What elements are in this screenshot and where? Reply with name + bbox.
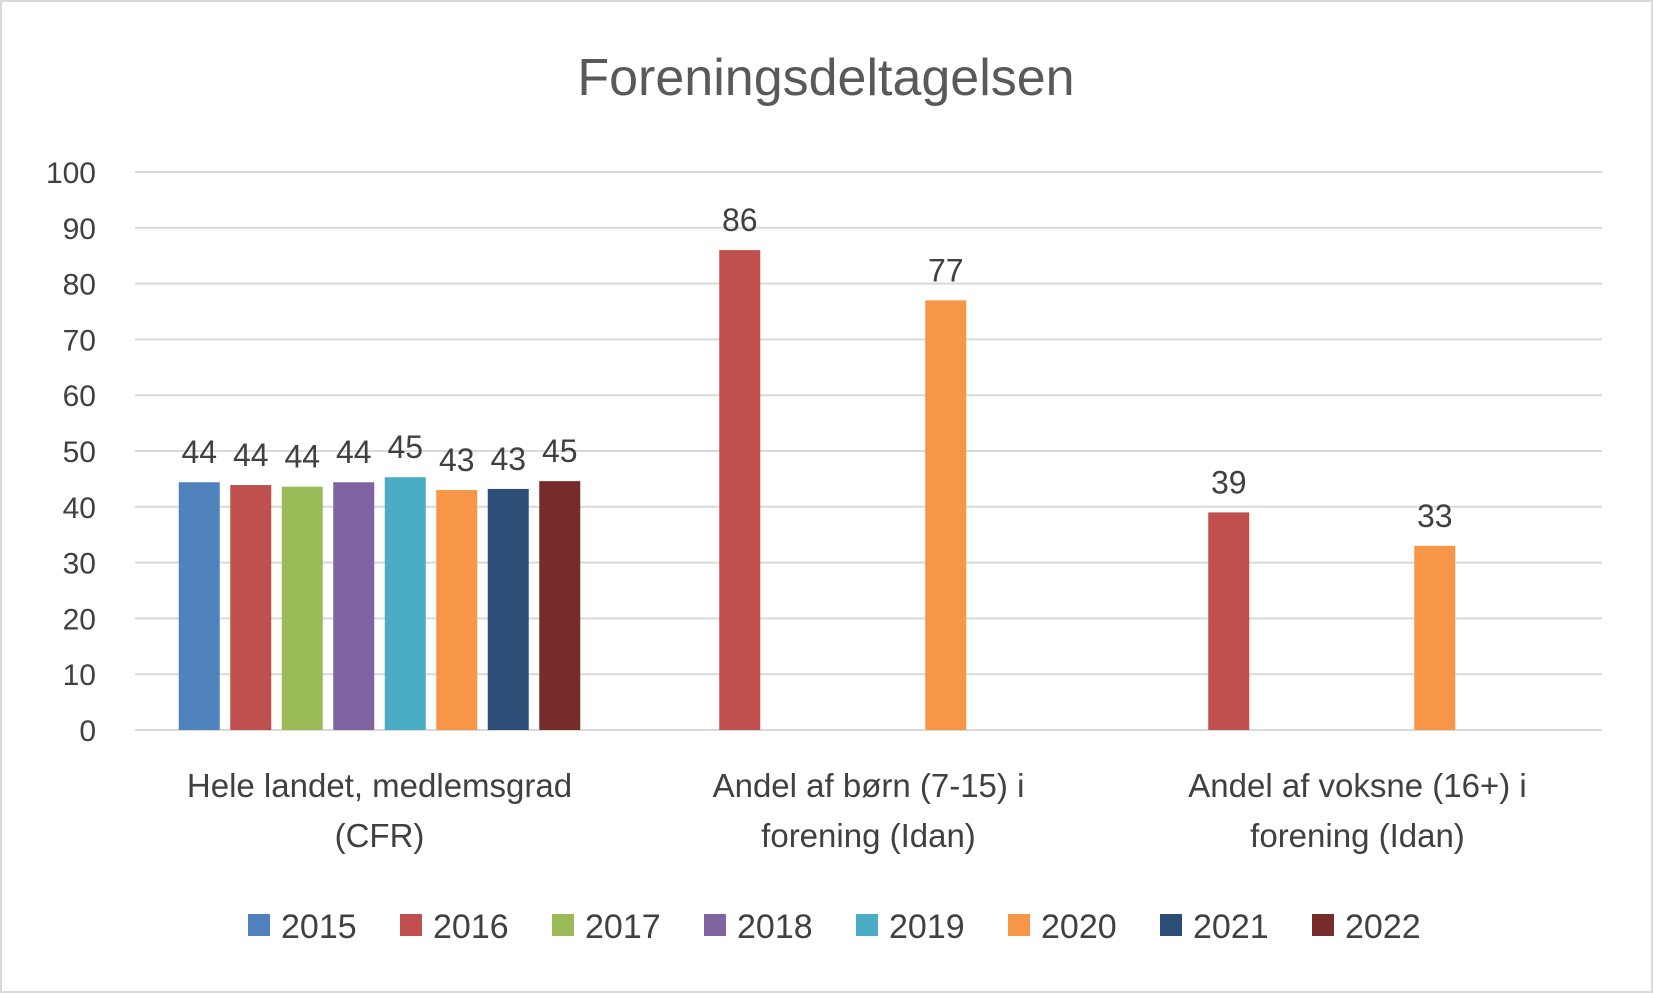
legend-label: 2016 <box>433 908 509 946</box>
category-label: Hele landet, medlemsgrad <box>187 767 572 804</box>
chart-title: Foreningsdeltagelsen <box>577 49 1074 107</box>
data-label: 39 <box>1211 464 1247 500</box>
data-label: 43 <box>439 442 475 478</box>
data-label: 44 <box>284 439 320 475</box>
legend-label: 2015 <box>281 908 357 946</box>
legend-label: 2020 <box>1041 908 1117 946</box>
y-tick-label: 0 <box>79 715 96 748</box>
legend-swatch-2017 <box>552 914 574 936</box>
y-tick-label: 50 <box>63 436 96 469</box>
y-tick-label: 20 <box>63 603 96 636</box>
data-label: 77 <box>928 252 964 288</box>
y-tick-label: 70 <box>63 324 96 357</box>
y-tick-label: 10 <box>63 659 96 692</box>
bar-2018 <box>333 482 375 730</box>
data-label: 33 <box>1417 498 1453 534</box>
y-tick-label: 90 <box>63 213 96 246</box>
data-label: 45 <box>542 433 578 469</box>
legend-label: 2019 <box>889 908 965 946</box>
data-label: 44 <box>336 434 372 470</box>
legend-label: 2021 <box>1193 908 1269 946</box>
legend-swatch-2015 <box>248 914 270 936</box>
category-label: forening (Idan) <box>1250 817 1465 854</box>
y-tick-label: 40 <box>63 492 96 525</box>
y-tick-label: 100 <box>46 157 96 190</box>
category-label: (CFR) <box>335 817 425 854</box>
legend-label: 2018 <box>737 908 813 946</box>
bar-2020 <box>436 490 478 730</box>
bar-2017 <box>281 486 323 730</box>
data-label: 44 <box>233 437 269 473</box>
y-axis-ticks: 0 10 20 30 40 50 60 70 80 90 100 <box>46 157 96 748</box>
bar-2020 <box>1414 545 1456 730</box>
y-tick-label: 60 <box>63 380 96 413</box>
data-labels: 44 44 44 44 45 43 43 45 86 77 39 33 <box>181 202 1452 534</box>
bar-2016 <box>1208 512 1250 730</box>
data-label: 45 <box>387 429 423 465</box>
bars <box>178 250 1456 730</box>
bar-2015 <box>178 482 220 730</box>
data-label: 86 <box>722 202 758 238</box>
bar-2016 <box>719 250 761 730</box>
legend-swatch-2021 <box>1160 914 1182 936</box>
bar-2021 <box>487 488 529 730</box>
bar-2020 <box>925 300 967 730</box>
legend-swatch-2019 <box>856 914 878 936</box>
x-axis-categories: Hele landet, medlemsgrad (CFR) Andel af bø… <box>187 767 1527 854</box>
legend-swatch-2016 <box>400 914 422 936</box>
data-label: 44 <box>181 434 217 470</box>
legend-label: 2017 <box>585 908 661 946</box>
legend-label: 2022 <box>1345 908 1421 946</box>
y-tick-label: 80 <box>63 269 96 302</box>
data-label: 43 <box>490 441 526 477</box>
legend: 2015 2016 2017 2018 2019 2020 2021 2022 <box>248 908 1421 946</box>
category-label: Andel af børn (7-15) i <box>713 767 1025 804</box>
bar-2016 <box>230 485 272 730</box>
category-label: Andel af voksne (16+) i <box>1188 767 1526 804</box>
bar-2022 <box>539 481 581 730</box>
bar-2019 <box>384 477 426 730</box>
y-tick-label: 30 <box>63 548 96 581</box>
legend-swatch-2020 <box>1008 914 1030 936</box>
legend-swatch-2018 <box>704 914 726 936</box>
legend-swatch-2022 <box>1312 914 1334 936</box>
gridlines <box>135 171 1602 731</box>
category-label: forening (Idan) <box>761 817 976 854</box>
